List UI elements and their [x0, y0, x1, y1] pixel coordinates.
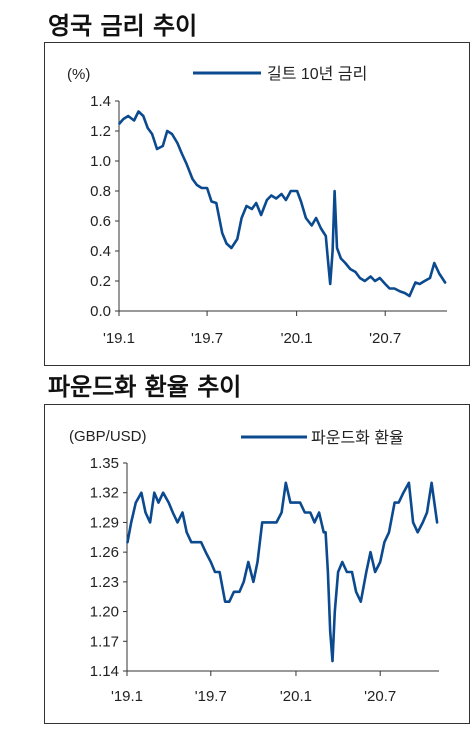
- y-tick-label: 1.14: [90, 663, 119, 680]
- y-tick-label: 1.20: [90, 604, 119, 621]
- y-tick-label: 1.2: [90, 123, 111, 140]
- x-tick-label: '19.1: [111, 688, 143, 705]
- chart-1-panel: (%) 길트 10년 금리 0.0 0.2 0.4 0.6 0.8 1.0 1.2 1.4 '19.…: [44, 42, 470, 366]
- chart-1-svg: (%) 길트 10년 금리 0.0 0.2 0.4 0.6 0.8 1.0 1.2 1.4 '19.…: [67, 65, 447, 347]
- y-tick-label: 1.0: [90, 153, 111, 170]
- x-tick-label: '19.7: [195, 688, 227, 705]
- y-tick-label: 1.23: [90, 574, 119, 591]
- legend-label: 파운드화 환율: [311, 429, 404, 447]
- chart-2-svg: (GBP/USD) 파운드화 환율 1.14 1.17 1.20 1.23 1.26 1.29…: [69, 428, 439, 705]
- y-tick-label: 0.4: [90, 243, 111, 260]
- y-unit-label: (GBP/USD): [69, 428, 147, 445]
- chart-1-title: 영국 금리 추이: [48, 12, 198, 40]
- x-tick-label: '19.7: [191, 330, 223, 347]
- x-tick-label: '20.7: [369, 330, 401, 347]
- x-tick-label: '20.1: [281, 330, 313, 347]
- y-tick-label: 0.0: [90, 303, 111, 320]
- legend-label: 길트 10년 금리: [267, 65, 367, 83]
- y-tick-label: 0.8: [90, 183, 111, 200]
- y-tick-label: 1.29: [90, 514, 119, 531]
- y-tick-label: 0.2: [90, 273, 111, 290]
- y-unit-label: (%): [67, 66, 90, 83]
- y-tick-label: 1.32: [90, 485, 119, 502]
- y-tick-label: 1.17: [90, 633, 119, 650]
- x-tick-label: '20.7: [364, 688, 396, 705]
- y-tick-label: 1.26: [90, 544, 119, 561]
- chart-2-title: 파운드화 환율 추이: [48, 373, 242, 401]
- x-tick-label: '20.1: [280, 688, 312, 705]
- y-tick-label: 0.6: [90, 213, 111, 230]
- chart-2-panel: (GBP/USD) 파운드화 환율 1.14 1.17 1.20 1.23 1.26 1.29…: [44, 404, 470, 724]
- x-tick-label: '19.1: [103, 330, 135, 347]
- y-tick-label: 1.35: [90, 455, 119, 472]
- y-tick-label: 1.4: [90, 93, 111, 110]
- series-line: [118, 110, 447, 298]
- series-line: [126, 481, 439, 663]
